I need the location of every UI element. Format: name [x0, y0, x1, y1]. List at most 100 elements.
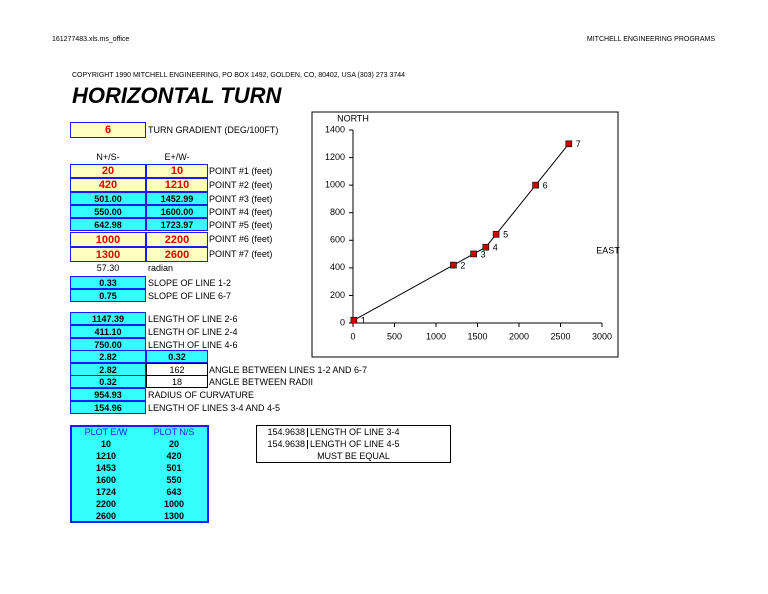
label: TURN GRADIENT (DEG/100FT) — [148, 125, 279, 135]
title: HORIZONTAL TURN — [72, 83, 282, 108]
label: SLOPE OF LINE 1-2 — [148, 278, 232, 288]
y-tick-label: 1200 — [325, 152, 345, 162]
plot-value: 1210 — [95, 451, 117, 461]
label: ANGLE BETWEEN RADII — [209, 377, 314, 387]
slope: 0.75 — [70, 289, 146, 302]
point-e: 1210 — [146, 178, 208, 192]
point-label: 6 — [543, 181, 548, 191]
label: LENGTH OF LINE 2-6 — [148, 314, 238, 324]
point-e: 10 — [146, 164, 208, 178]
plot-header: PLOT N/S — [153, 427, 195, 437]
plot-value: 643 — [166, 487, 182, 497]
plot-header: PLOT E/W — [84, 427, 128, 437]
point-e: 1723.97 — [146, 218, 208, 231]
point-n: 420 — [70, 178, 146, 192]
point-e: 2200 — [146, 232, 208, 247]
plot-value: 550 — [166, 475, 182, 485]
chart-frame — [311, 111, 619, 358]
plot-value: 2600 — [95, 511, 117, 521]
plot-value: 2200 — [95, 499, 117, 509]
y-axis-label: NORTH — [337, 113, 369, 123]
y-tick-label: 600 — [330, 235, 345, 245]
label: POINT #2 (feet) — [209, 180, 273, 190]
calc-value: 411.10 — [70, 325, 146, 338]
label: radian — [148, 263, 174, 273]
point-e: 2600 — [146, 247, 208, 262]
marker — [532, 181, 539, 189]
plot-value: 1000 — [163, 499, 185, 509]
point-n: 501.00 — [70, 192, 146, 205]
file-name: 161277483.xls.ms_office — [52, 36, 130, 43]
radian-value: 57.30 — [96, 263, 120, 273]
x-tick-label: 2000 — [509, 331, 529, 341]
label: LENGTH OF LINES 3-4 AND 4-5 — [148, 403, 281, 413]
point-e: 1600.00 — [146, 205, 208, 218]
label: LENGTH OF LINE 4-5 — [310, 439, 400, 449]
company: MITCHELL ENGINEERING PROGRAMS — [586, 36, 715, 43]
x-tick-label: 2500 — [550, 331, 570, 341]
marker — [350, 316, 358, 324]
column-header: N+/S- — [96, 152, 120, 162]
label: POINT #3 (feet) — [209, 194, 273, 204]
check-box — [256, 425, 451, 463]
plot-table — [70, 425, 209, 523]
label: POINT #1 (feet) — [209, 166, 273, 176]
x-tick-label: 3000 — [592, 331, 612, 341]
calc-value: 18 — [146, 375, 208, 388]
x-tick-label: 1000 — [426, 331, 446, 341]
calc-value: 0.32 — [70, 375, 146, 388]
calc-value: 2.82 — [70, 350, 146, 363]
plot-value: 1300 — [163, 511, 185, 521]
label: POINT #4 (feet) — [209, 207, 273, 217]
copyright: COPYRIGHT 1990 MITCHELL ENGINEERING, PO … — [72, 72, 406, 79]
y-tick-label: 400 — [330, 262, 345, 272]
check-value: 154.9638 — [258, 440, 308, 449]
plot-value: 1453 — [95, 463, 117, 473]
calc-value: 954.93 — [70, 388, 146, 401]
point-label: 5 — [503, 230, 508, 240]
point-label: 1 — [361, 316, 366, 326]
label: SLOPE OF LINE 6-7 — [148, 291, 232, 301]
point-label: 3 — [481, 249, 486, 259]
y-tick-label: 1000 — [325, 180, 345, 190]
point-label: 2 — [460, 260, 465, 270]
marker — [450, 261, 457, 269]
calc-value: 1147.39 — [70, 312, 146, 325]
label: LENGTH OF LINE 4-6 — [148, 340, 238, 350]
y-tick-label: 800 — [330, 207, 345, 217]
point-n: 550.00 — [70, 205, 146, 218]
gradient-cell: 6 — [70, 122, 146, 138]
x-tick-label: 1500 — [467, 331, 487, 341]
note: MUST BE EQUAL — [317, 451, 390, 461]
marker — [482, 243, 490, 251]
label: LENGTH OF LINE 3-4 — [310, 427, 400, 437]
x-tick-label: 500 — [387, 331, 402, 341]
point-n: 1000 — [70, 232, 146, 247]
data-line — [353, 143, 570, 321]
calc-value: 0.32 — [146, 350, 208, 363]
check-value: 154.9638 — [258, 428, 308, 437]
marker — [492, 231, 500, 238]
label: POINT #5 (feet) — [209, 220, 273, 230]
x-tick-label: 0 — [350, 331, 355, 341]
x-axis-label: EAST — [596, 245, 620, 255]
point-e: 1452.99 — [146, 192, 208, 205]
plot-value: 10 — [100, 439, 111, 449]
y-tick-label: 1400 — [325, 124, 345, 134]
label: LENGTH OF LINE 2-4 — [148, 327, 238, 337]
slope: 0.33 — [70, 276, 146, 289]
calc-value: 154.96 — [70, 401, 146, 414]
plot-value: 420 — [166, 451, 182, 461]
point-n: 20 — [70, 164, 146, 178]
point-label: 4 — [493, 243, 498, 253]
label: POINT #6 (feet) — [209, 234, 273, 244]
label: RADIUS OF CURVATURE — [148, 390, 255, 400]
label: ANGLE BETWEEN LINES 1-2 AND 6-7 — [209, 365, 368, 375]
y-tick-label: 200 — [330, 290, 345, 300]
plot-value: 1600 — [95, 475, 117, 485]
column-header: E+/W- — [164, 152, 190, 162]
plot-value: 20 — [168, 439, 179, 449]
point-n: 642.98 — [70, 218, 146, 231]
